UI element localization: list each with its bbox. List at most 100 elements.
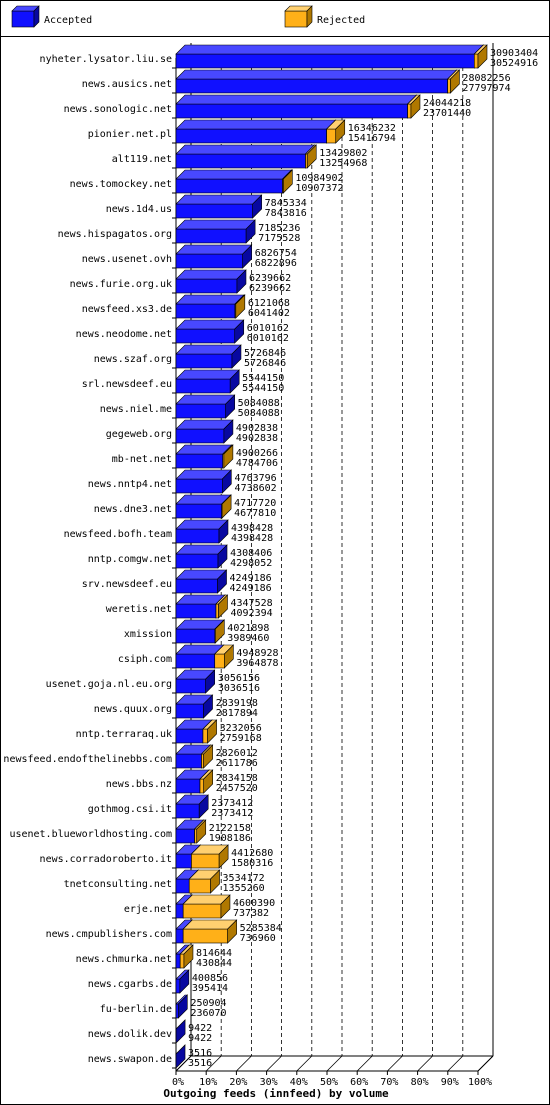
bar-accepted-front	[175, 103, 408, 119]
bar-accepted	[175, 69, 458, 94]
bar-accepted-side	[178, 994, 188, 1019]
floor-tick	[356, 1055, 373, 1072]
value-label-accepted: 15416794	[348, 133, 396, 144]
value-label-offered: 4717720	[234, 498, 276, 509]
bar-accepted-top	[175, 244, 253, 255]
value-label-offered: 3516	[188, 1048, 212, 1059]
bar-accepted-top	[175, 369, 240, 380]
category-label: news.cgarbs.de	[88, 979, 172, 990]
bar-rejected-side	[183, 944, 194, 969]
category-label: news.neodome.net	[76, 329, 172, 340]
bar-rejected-side	[223, 444, 234, 469]
value-label-offered: 4347528	[230, 598, 272, 609]
value-label-accepted: 30524916	[490, 58, 538, 69]
category-label: news.quux.org	[94, 704, 172, 715]
x-tick-label: 100%	[468, 1077, 492, 1088]
floor-tick	[205, 1055, 222, 1072]
value-label-accepted: 23701440	[423, 108, 471, 119]
value-label-accepted: 4738602	[235, 483, 277, 494]
value-label-offered: 4900266	[236, 448, 278, 459]
bar-accepted	[175, 394, 236, 419]
bar-rejected-front	[202, 728, 208, 744]
bar-accepted-side	[231, 344, 242, 369]
x-tick-label: 30%	[260, 1077, 278, 1088]
category-label: news.hispagatos.org	[58, 229, 172, 240]
bar-accepted-top	[175, 119, 337, 130]
bar-rejected	[188, 869, 221, 894]
bar-rejected-front	[182, 903, 222, 919]
value-label-offered: 4398428	[231, 523, 273, 534]
category-label: mb-net.net	[112, 454, 172, 465]
category-label: news.cmpublishers.com	[46, 929, 172, 940]
value-label-offered: 4902838	[236, 423, 278, 434]
value-label-accepted: 6010162	[247, 333, 289, 344]
bar-rejected	[406, 94, 421, 119]
bar-rejected-front	[191, 853, 220, 869]
value-label-offered: 3232056	[220, 723, 262, 734]
category-label: news.ausics.net	[82, 79, 172, 90]
bar-accepted	[175, 269, 247, 294]
bar-rejected-side	[450, 69, 460, 94]
bar-rejected	[325, 119, 346, 144]
bar-rejected-side	[203, 744, 213, 769]
bar-accepted-side	[234, 319, 245, 344]
value-label-offered: 24044218	[423, 98, 471, 109]
value-label-accepted: 236070	[190, 1008, 226, 1019]
bar-accepted	[175, 544, 228, 569]
bar-rejected-side	[215, 619, 225, 644]
category-label: weretis.net	[106, 604, 172, 615]
bar-accepted	[175, 319, 245, 344]
legend-label-accepted: Accepted	[44, 15, 92, 26]
category-label: srl.newsdeef.eu	[82, 379, 172, 390]
bar-accepted-side	[205, 669, 215, 694]
bar-rejected-side	[283, 169, 293, 194]
value-label-accepted: 736960	[240, 933, 276, 944]
bar-accepted-front	[175, 478, 223, 494]
category-label: news.nntp4.net	[88, 479, 172, 490]
bar-rejected-side	[203, 769, 213, 794]
bar-accepted	[175, 469, 233, 494]
bar-accepted-front	[175, 228, 247, 244]
category-label: srv.newsdeef.eu	[82, 579, 172, 590]
bar-accepted-front	[175, 53, 475, 69]
value-label-offered: 6010162	[247, 323, 289, 334]
x-tick-label: 20%	[229, 1077, 247, 1088]
bar-accepted-front	[175, 278, 238, 294]
bar-rejected-front	[447, 78, 451, 94]
bar-accepted-front	[175, 178, 283, 194]
bar-rejected-side	[218, 594, 228, 619]
value-label-offered: 5084088	[238, 398, 280, 409]
bar-rejected	[281, 169, 294, 194]
bar-accepted-side	[217, 544, 228, 569]
bar-accepted-top	[175, 419, 234, 430]
bar-rejected-front	[326, 128, 337, 144]
value-label-offered: 5544150	[242, 373, 284, 384]
value-label-offered: 30903404	[490, 48, 538, 59]
bar-rejected-side	[335, 119, 346, 144]
category-label: gegeweb.org	[106, 429, 172, 440]
bar-accepted	[175, 644, 225, 669]
x-tick-label: 40%	[290, 1077, 308, 1088]
bar-rejected	[304, 144, 317, 169]
x-tick-label: 60%	[350, 1077, 368, 1088]
value-label-accepted: 27797974	[462, 83, 510, 94]
value-label-accepted: 4398428	[231, 533, 273, 544]
value-label-offered: 4021898	[227, 623, 269, 634]
value-label-accepted: 10907372	[295, 183, 343, 194]
bar-rejected	[199, 769, 214, 794]
category-label: erje.net	[124, 904, 172, 915]
bar-accepted-side	[245, 219, 256, 244]
bar-accepted-front	[175, 303, 236, 319]
value-label-accepted: 9422	[188, 1033, 212, 1044]
bar-accepted-front	[175, 978, 181, 994]
value-label-accepted: 4092394	[230, 608, 272, 619]
category-label: gothmog.csi.it	[88, 804, 172, 815]
bar-accepted-front	[175, 128, 327, 144]
bar-accepted	[175, 94, 418, 119]
floor-tick	[477, 1055, 494, 1072]
bar-accepted-front	[175, 803, 200, 819]
bar-accepted	[175, 369, 240, 394]
bar-accepted-front	[175, 203, 253, 219]
bar-rejected-side	[196, 819, 207, 844]
